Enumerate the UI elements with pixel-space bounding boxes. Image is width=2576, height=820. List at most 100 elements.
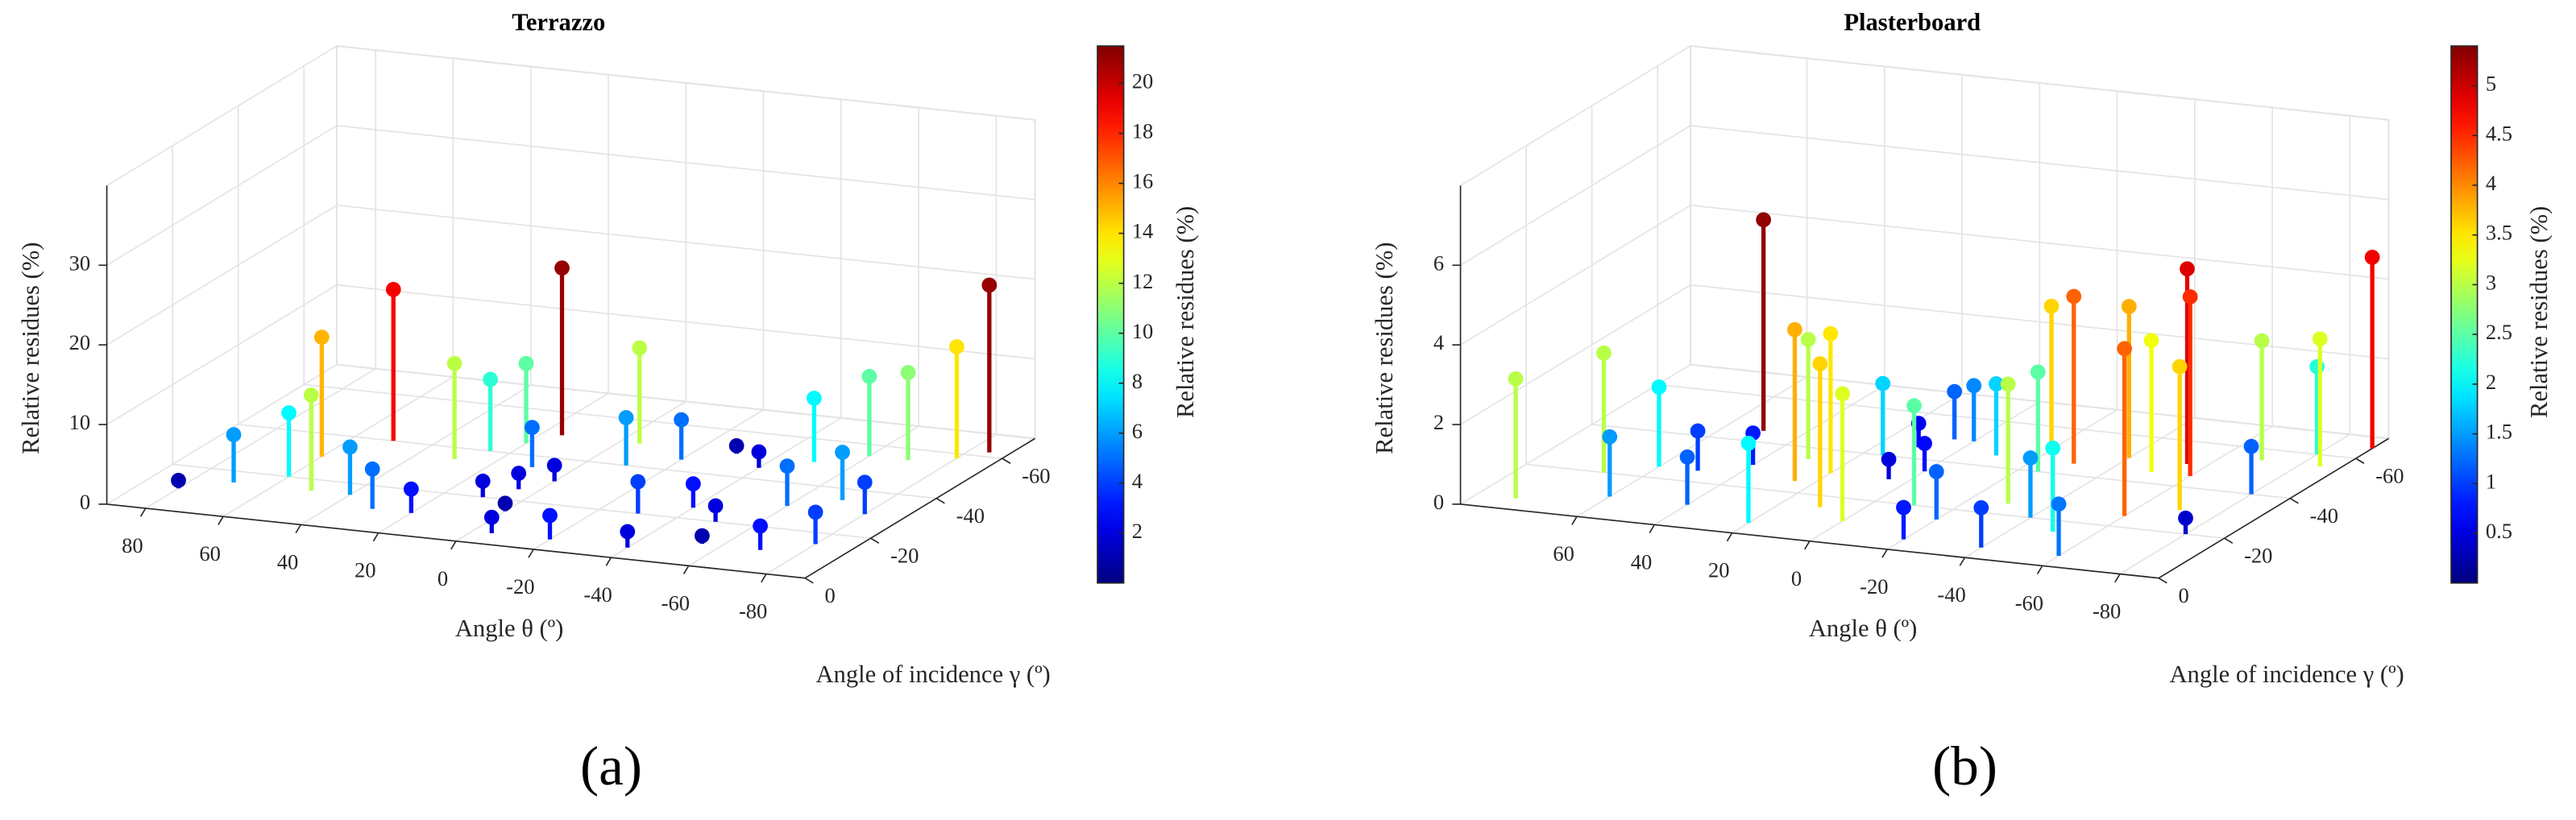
x-tick [295,524,301,534]
colorbar-tick-label: 1 [2486,469,2496,493]
stem [753,518,768,550]
x-tick [450,540,457,550]
stem-marker [2254,333,2270,349]
stem [861,368,877,457]
stem-marker [281,405,297,420]
stem [1989,376,2004,456]
x-tick-label: 0 [438,566,448,590]
stem [1875,375,1891,456]
stem-marker [2172,358,2188,375]
stem-marker [707,498,724,514]
stem-marker [542,507,558,524]
stem [497,495,513,511]
stem-marker [1835,386,1850,402]
stem-marker [2043,298,2060,314]
stem-marker [857,474,873,491]
stem [2030,364,2046,472]
colorbar-tick-label: 2.5 [2486,320,2512,344]
stem-marker [900,365,916,380]
stem [949,339,964,458]
stem-marker [446,355,463,371]
x-axis-label: Angle θ (º) [455,615,564,642]
grid-line [610,417,842,558]
z-tick-label: 30 [69,251,91,275]
stem [1812,356,1828,507]
stem [728,438,745,454]
stem [1973,499,1989,548]
grid-line [336,284,1035,360]
colorbar-tick-label: 12 [1132,269,1154,293]
stem [2182,289,2198,476]
stem [630,474,646,514]
stem-marker [1906,398,1922,414]
grid-line [1690,125,2389,201]
y-tick-label: -40 [2310,503,2338,528]
stem-marker [497,495,513,511]
stem [835,445,850,500]
z-tick-label: 20 [69,330,91,354]
colorbar-tick-label: 1.5 [2486,420,2512,444]
stem [2066,288,2082,464]
stem-marker [1917,436,1932,451]
stem [483,509,500,533]
stem-marker [620,524,636,540]
y-tick [1002,458,1011,464]
stem [554,260,570,436]
stem-marker [728,438,745,453]
colorbar-tick-label: 2 [1132,519,1143,543]
stem-marker [630,474,646,490]
z-tick-label: 0 [80,490,90,514]
stem [403,481,419,513]
grid-line [238,424,937,499]
stem-marker [475,474,491,489]
stem [779,458,795,507]
y-tick-label: 0 [2179,583,2189,607]
stem [1740,435,1757,524]
stem [2172,358,2188,511]
stem-marker [807,504,823,520]
stem-marker [2180,261,2195,277]
stem-marker [1966,378,1982,394]
stem-marker [342,439,358,455]
stem-marker [1679,449,1695,465]
stem [1823,325,1839,474]
stem-marker [1973,499,1989,516]
x-tick [605,557,612,566]
grid-line [336,205,1035,280]
grid-line [2119,433,2350,575]
x-tick [1649,524,1655,534]
stem-marker [2051,496,2067,512]
x-tick-label: 20 [1708,558,1729,582]
stem [542,507,558,540]
stem [1835,386,1850,522]
stem-marker [364,461,380,477]
stem-marker [171,473,186,488]
stem-marker [685,476,701,492]
x-tick [528,549,534,558]
y-axis-label: Angle of incidence γ (º) [2169,661,2404,688]
grid-line [1886,408,2118,550]
y-tick-label: -60 [1022,464,1050,488]
grid-line [222,376,454,517]
colorbar-tick-label: 0.5 [2486,519,2512,543]
y-tick-label: -20 [2244,544,2272,568]
stem [2364,250,2380,449]
stem [226,427,242,482]
x-tick [218,516,224,525]
grid-line [1591,424,2291,499]
stem-marker [753,518,768,534]
stem-marker [2143,333,2159,349]
stem-marker [1881,451,1897,467]
stem [1928,464,1944,520]
stem [1756,212,1772,431]
stem [2051,496,2067,557]
stem-marker [751,444,767,460]
y-axis [2158,437,2389,579]
stem [900,365,916,461]
stem-marker [1875,375,1891,391]
grid-line [106,45,338,187]
stem [2043,298,2060,450]
x-axis-label: Angle θ (º) [1809,615,1918,642]
